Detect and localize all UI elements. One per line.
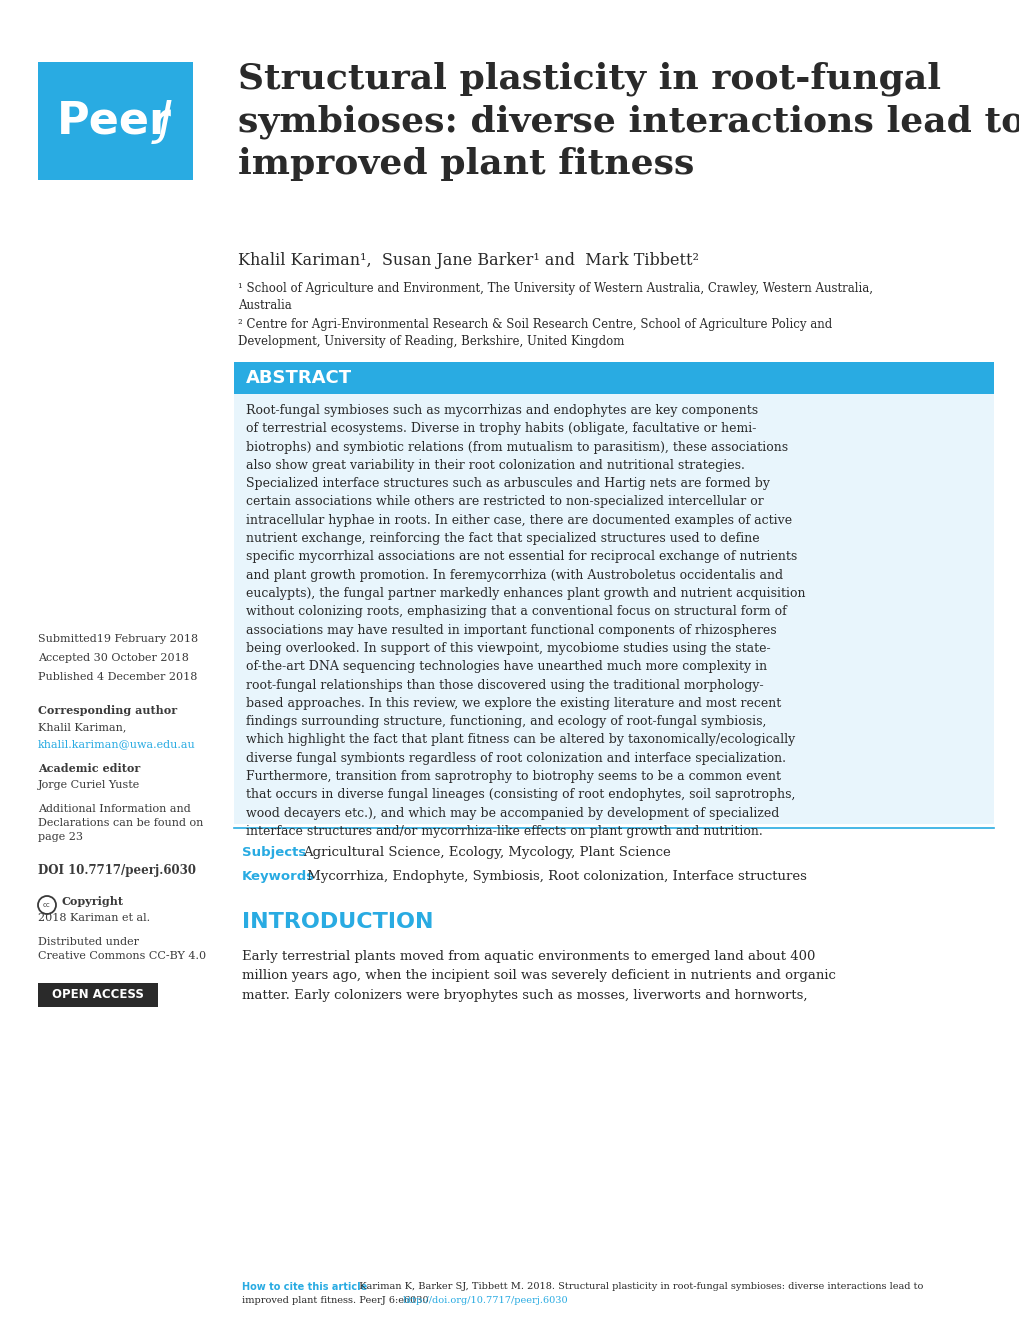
Text: Keywords: Keywords (242, 870, 315, 883)
Text: 2018 Kariman et al.: 2018 Kariman et al. (38, 913, 150, 923)
Text: Published 4 December 2018: Published 4 December 2018 (38, 672, 198, 682)
Bar (233, 393, 994, 824)
Text: J: J (159, 99, 172, 144)
Text: improved plant fitness. PeerJ 6:e6030: improved plant fitness. PeerJ 6:e6030 (242, 1296, 431, 1305)
Text: Corresponding author: Corresponding author (38, 705, 177, 715)
Text: INTRODUCTION: INTRODUCTION (242, 912, 433, 932)
Text: Early terrestrial plants moved from aquatic environments to emerged land about 4: Early terrestrial plants moved from aqua… (242, 950, 835, 1002)
Bar (38, 983, 158, 1007)
Text: Copyright: Copyright (62, 896, 124, 907)
Text: Agricultural Science, Ecology, Mycology, Plant Science: Agricultural Science, Ecology, Mycology,… (303, 846, 671, 859)
Text: How to cite this article: How to cite this article (242, 1282, 367, 1292)
Text: cc: cc (43, 902, 51, 908)
Text: Submitted19 February 2018: Submitted19 February 2018 (38, 634, 198, 644)
Text: Additional Information and
Declarations can be found on
page 23: Additional Information and Declarations … (38, 804, 203, 842)
Text: Jorge Curiel Yuste: Jorge Curiel Yuste (38, 780, 141, 789)
Bar (38, 62, 193, 180)
Text: Subjects: Subjects (242, 846, 306, 859)
Text: Kariman K, Barker SJ, Tibbett M. 2018. Structural plasticity in root-fungal symb: Kariman K, Barker SJ, Tibbett M. 2018. S… (356, 1282, 922, 1291)
Text: Khalil Kariman¹,  Susan Jane Barker¹ and  Mark Tibbett²: Khalil Kariman¹, Susan Jane Barker¹ and … (237, 252, 698, 269)
Bar (233, 362, 994, 393)
Text: Distributed under
Creative Commons CC-BY 4.0: Distributed under Creative Commons CC-BY… (38, 937, 206, 961)
Text: DOI 10.7717/peerj.6030: DOI 10.7717/peerj.6030 (38, 865, 196, 876)
Text: Peer: Peer (56, 99, 171, 143)
Text: OPEN ACCESS: OPEN ACCESS (52, 989, 144, 1002)
Text: ¹ School of Agriculture and Environment, The University of Western Australia, Cr: ¹ School of Agriculture and Environment,… (237, 282, 872, 312)
Text: Mycorrhiza, Endophyte, Symbiosis, Root colonization, Interface structures: Mycorrhiza, Endophyte, Symbiosis, Root c… (303, 870, 806, 883)
Text: ² Centre for Agri-Environmental Research & Soil Research Centre, School of Agric: ² Centre for Agri-Environmental Research… (237, 318, 832, 348)
Text: Khalil Kariman,: Khalil Kariman, (38, 722, 126, 733)
Text: Root-fungal symbioses such as mycorrhizas and endophytes are key components
of t: Root-fungal symbioses such as mycorrhiza… (246, 404, 805, 838)
Text: Accepted 30 October 2018: Accepted 30 October 2018 (38, 653, 189, 663)
Text: Structural plasticity in root-fungal
symbioses: diverse interactions lead to
imp: Structural plasticity in root-fungal sym… (237, 62, 1019, 181)
Text: khalil.kariman@uwa.edu.au: khalil.kariman@uwa.edu.au (38, 739, 196, 748)
Text: http://doi.org/10.7717/peerj.6030: http://doi.org/10.7717/peerj.6030 (403, 1296, 568, 1305)
Text: ABSTRACT: ABSTRACT (246, 370, 352, 387)
Text: Academic editor: Academic editor (38, 763, 141, 774)
